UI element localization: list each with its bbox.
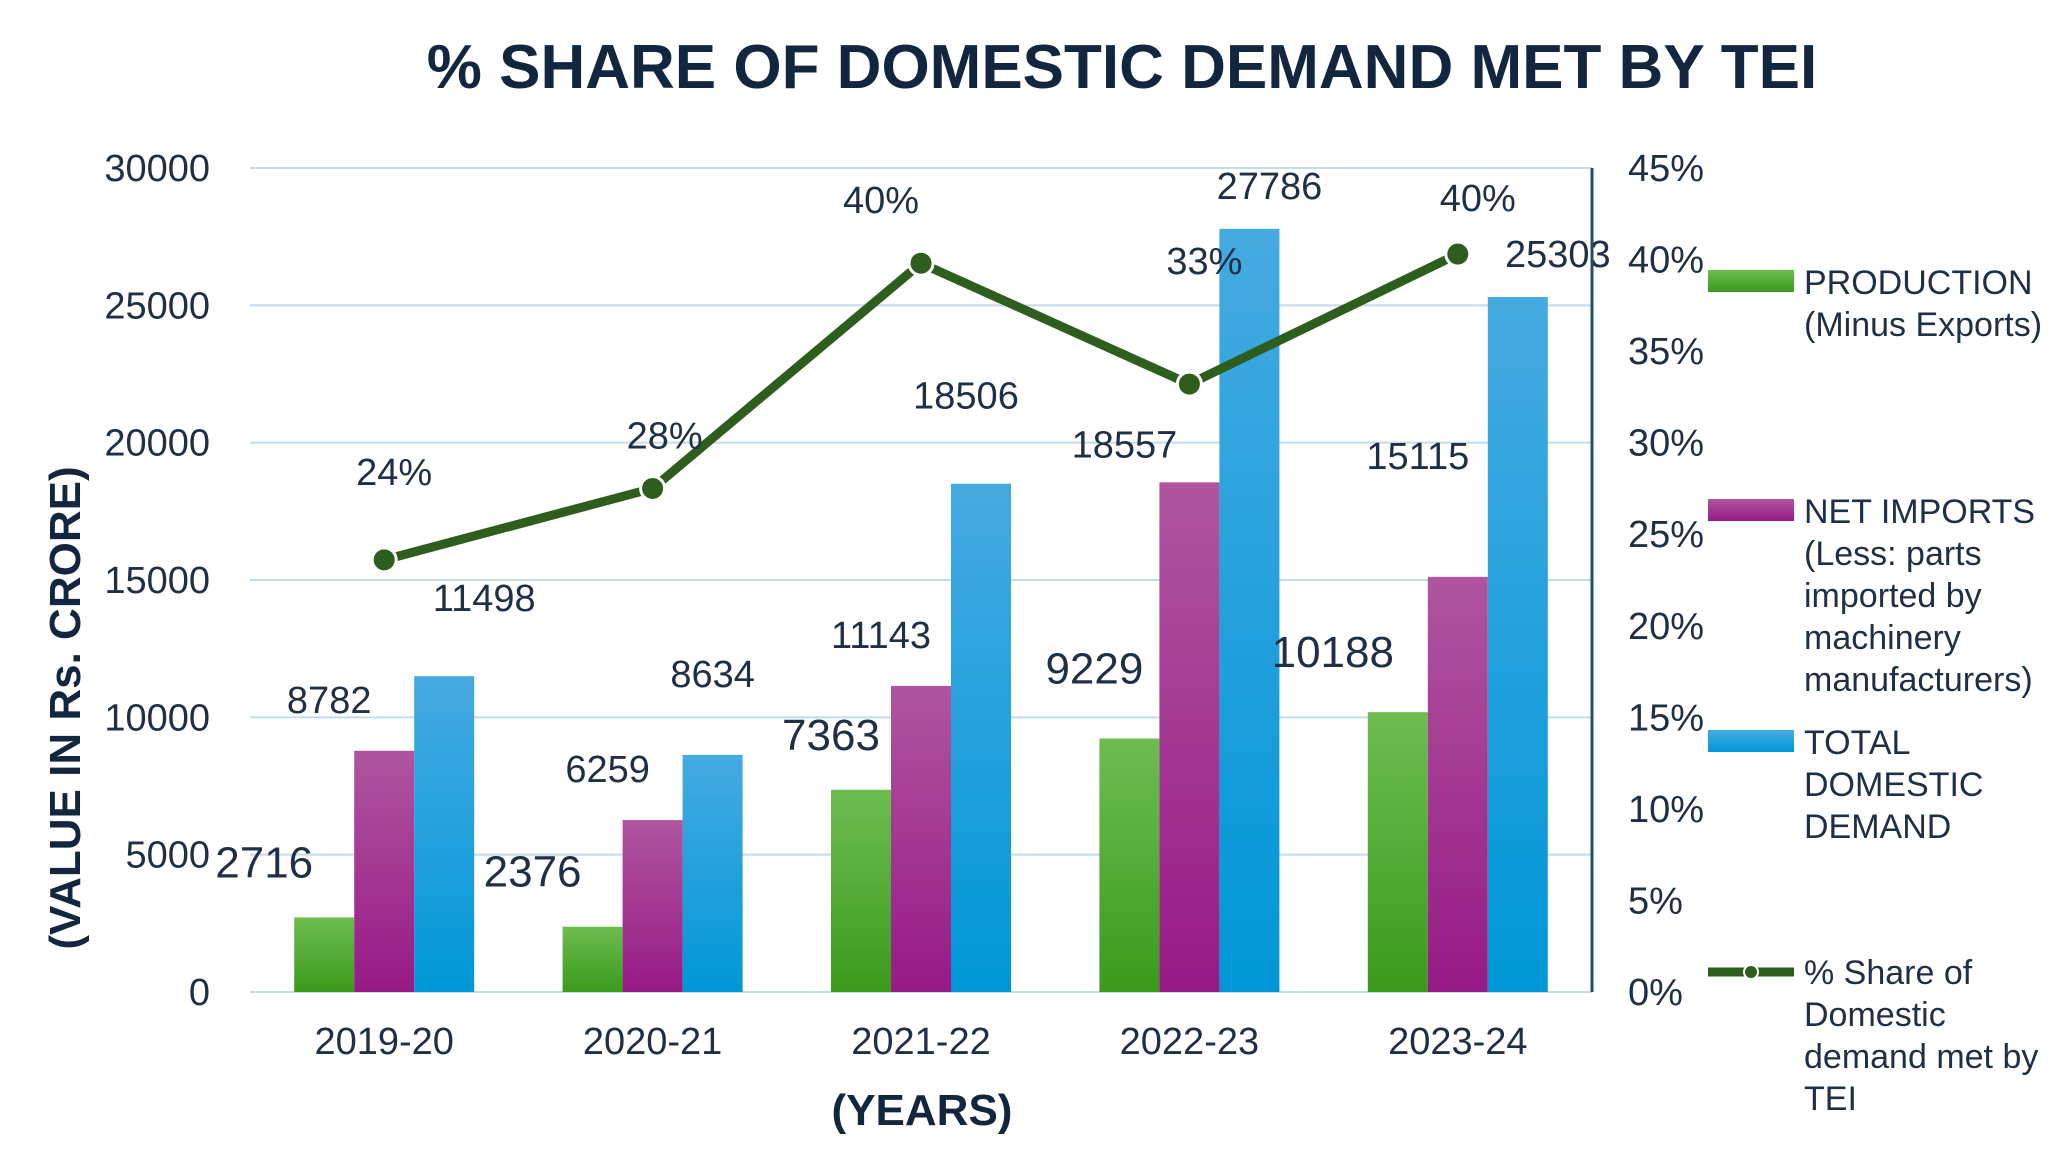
y2-tick-label: 35% — [1628, 331, 1704, 373]
bar-net-imports — [354, 750, 415, 992]
bar-production — [562, 926, 623, 992]
bar-production — [831, 789, 891, 992]
y-axis-title: (VALUE IN Rs. CRORE) — [41, 466, 90, 949]
legend-swatch — [1708, 499, 1794, 521]
legend-label: demand met by — [1804, 1038, 2038, 1076]
y-tick-label: 5000 — [125, 835, 210, 877]
share-data-label: 33% — [1166, 241, 1242, 283]
legend-label: manufacturers) — [1804, 661, 2033, 699]
share-point — [639, 474, 667, 502]
bar-net-imports — [1427, 576, 1488, 992]
y-tick-label: 10000 — [104, 697, 210, 739]
x-tick-label: 2020-21 — [583, 1021, 722, 1063]
y-tick-label: 20000 — [104, 423, 210, 465]
share-data-label: 24% — [356, 452, 432, 494]
bar-labels: 2716 2376 7363 9229 10188 8782 6259 11143 18557 1… — [215, 166, 1610, 897]
bar-total-demand — [414, 676, 475, 992]
y-tick-label: 15000 — [104, 560, 210, 602]
legend-net-imports: NET IMPORTS (Less: parts imported by machin… — [1708, 493, 2035, 699]
share-data-label: 40% — [843, 180, 919, 222]
bar-data-label: 9229 — [1045, 645, 1143, 694]
y2-tick-label: 25% — [1628, 514, 1704, 556]
y-axis-ticks: 0 5000 10000 15000 20000 25000 30000 — [104, 148, 210, 1014]
chart-title: % SHARE OF DOMESTIC DEMAND MET BY TEI — [427, 33, 1818, 102]
share-data-label: 40% — [1440, 178, 1516, 220]
legend-label: (Minus Exports) — [1804, 306, 2042, 344]
bar-data-label: 11143 — [831, 615, 931, 657]
legend-label: DOMESTIC — [1804, 766, 1983, 804]
bars — [294, 228, 1548, 992]
x-axis-title: (YEARS) — [832, 1086, 1013, 1135]
y2-axis-ticks: 0% 5% 10% 15% 20% 25% 30% 35% 40% 45% — [1628, 148, 1704, 1014]
x-axis-ticks: 2019-20 2020-21 2021-22 2022-23 2023-24 — [314, 1021, 1527, 1063]
legend: PRODUCTION (Minus Exports) NET IMPORTS (Les… — [1708, 264, 2042, 1118]
bar-production — [1367, 712, 1428, 992]
bar-data-label: 18557 — [1072, 424, 1178, 466]
bar-production — [294, 917, 355, 992]
y-tick-label: 30000 — [104, 148, 210, 190]
legend-label: (Less: parts — [1804, 535, 1982, 573]
share-point — [1175, 370, 1203, 398]
x-tick-label: 2019-20 — [314, 1021, 453, 1063]
legend-label: DEMAND — [1804, 808, 1951, 846]
legend-production: PRODUCTION (Minus Exports) — [1708, 264, 2042, 344]
y-tick-label: 25000 — [104, 285, 210, 327]
bar-net-imports — [891, 685, 951, 992]
y2-tick-label: 45% — [1628, 148, 1704, 190]
bar-total-demand — [951, 483, 1011, 992]
bar-data-label: 11498 — [433, 578, 536, 620]
y2-tick-label: 30% — [1628, 423, 1704, 465]
bar-data-label: 10188 — [1272, 628, 1394, 677]
bar-data-label: 15115 — [1366, 436, 1469, 478]
share-line: 24% 28% 40% 33% 40% — [356, 178, 1516, 574]
x-tick-label: 2022-23 — [1120, 1021, 1259, 1063]
bar-data-label: 8634 — [670, 654, 755, 696]
x-tick-label: 2021-22 — [851, 1021, 990, 1063]
legend-marker — [1743, 964, 1759, 980]
y-tick-label: 0 — [189, 972, 210, 1014]
legend-label: NET IMPORTS — [1804, 493, 2035, 531]
bar-total-demand — [682, 754, 743, 992]
bar-data-label: 2376 — [484, 848, 582, 897]
bar-data-label: 25303 — [1505, 234, 1611, 276]
legend-swatch — [1708, 730, 1794, 752]
y2-tick-label: 40% — [1628, 240, 1704, 282]
bar-production — [1099, 738, 1160, 992]
bar-total-demand — [1487, 297, 1548, 992]
y2-tick-label: 20% — [1628, 606, 1704, 648]
legend-label: TEI — [1804, 1080, 1857, 1118]
bar-data-label: 6259 — [565, 749, 650, 791]
share-point — [370, 546, 398, 574]
bar-net-imports — [622, 820, 683, 992]
y2-tick-label: 5% — [1628, 880, 1683, 922]
bar-data-label: 7363 — [782, 711, 880, 760]
y2-tick-label: 15% — [1628, 697, 1704, 739]
legend-share: % Share of Domestic demand met by TEI — [1708, 954, 2038, 1118]
x-tick-label: 2023-24 — [1388, 1021, 1527, 1063]
legend-label: TOTAL — [1804, 724, 1910, 762]
legend-label: imported by — [1804, 577, 1982, 615]
share-point — [907, 249, 935, 277]
share-point — [1444, 240, 1472, 268]
share-data-label: 28% — [627, 415, 703, 457]
legend-total-demand: TOTAL DOMESTIC DEMAND — [1708, 724, 1983, 846]
legend-label: % Share of — [1804, 954, 1973, 992]
y2-tick-label: 10% — [1628, 789, 1704, 831]
legend-label: PRODUCTION — [1804, 264, 2033, 302]
bar-data-label: 18506 — [913, 376, 1019, 418]
bar-data-label: 27786 — [1217, 166, 1323, 208]
bar-data-label: 2716 — [215, 838, 313, 887]
legend-label: Domestic — [1804, 996, 1946, 1034]
legend-swatch — [1708, 270, 1794, 292]
bar-net-imports — [1159, 482, 1220, 992]
bar-data-label: 8782 — [287, 680, 372, 722]
legend-label: machinery — [1804, 619, 1961, 657]
y2-tick-label: 0% — [1628, 972, 1683, 1014]
